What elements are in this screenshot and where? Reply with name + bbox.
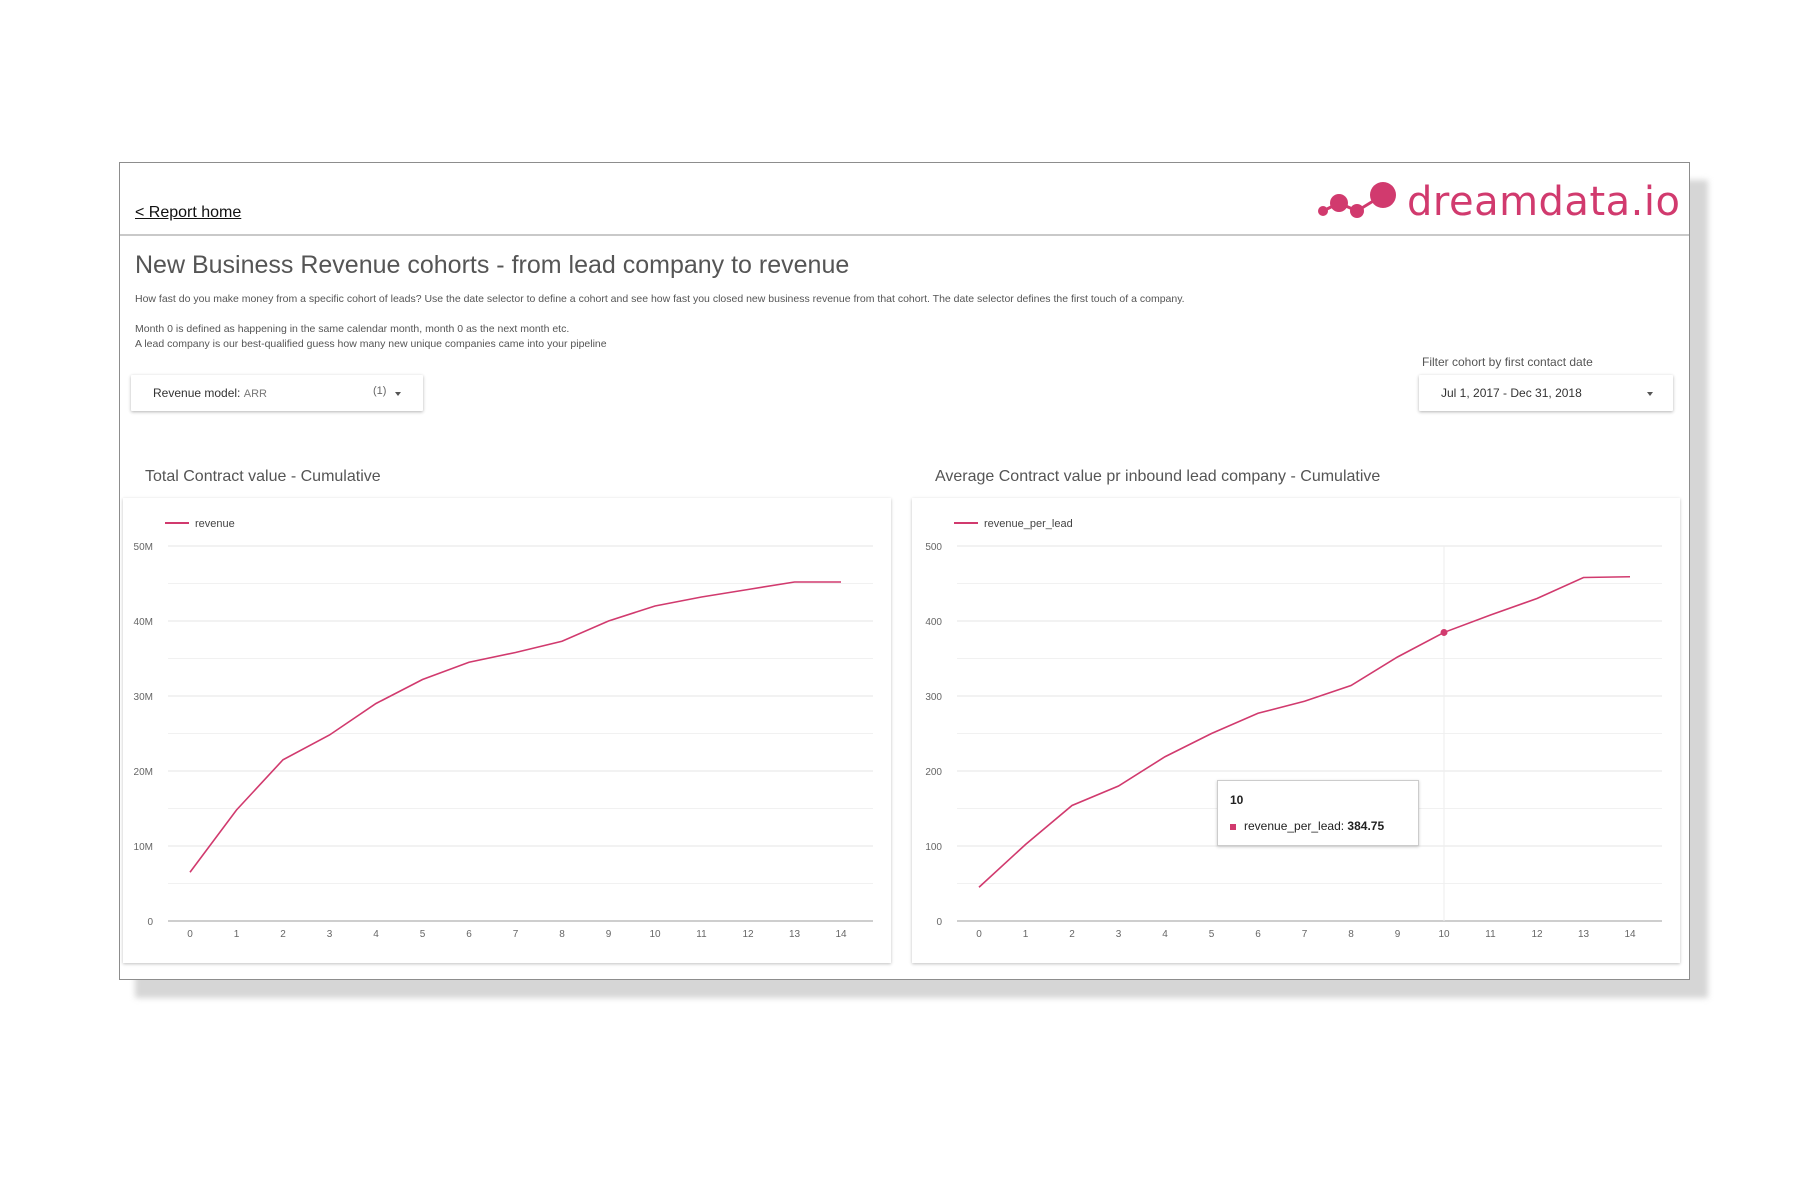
x-tick-label: 8 [559,929,565,940]
y-tick-label: 40M [134,617,153,628]
series-line-revenue [189,581,841,873]
x-tick-label: 2 [280,929,286,940]
x-tick-label: 13 [1578,929,1590,940]
x-tick-label: 3 [1116,929,1122,940]
series-line-revenue_per_lead [978,575,1631,888]
legend-label: revenue [195,518,235,530]
chart-card-total-contract: 0 10M 20M 30M 40M 50M 0 1 2 3 4 5 6 7 8 9 10 11 12 13 14 reve… [123,498,891,963]
chevron-down-icon [1647,392,1653,396]
x-tick-label: 12 [742,929,754,940]
y-tick-label: 0 [147,917,153,928]
y-tick-label: 0 [936,917,942,928]
y-tick-label: 300 [925,692,942,703]
date-range-picker[interactable]: Jul 1, 2017 - Dec 31, 2018 [1419,375,1673,411]
chart-title-total-contract: Total Contract value - Cumulative [145,468,381,485]
x-tick-label: 13 [789,929,801,940]
x-tick-label: 4 [1162,929,1168,940]
y-tick-label: 200 [925,767,942,778]
x-tick-label: 10 [649,929,661,940]
y-tick-label: 30M [134,692,153,703]
x-tick-label: 2 [1069,929,1075,940]
tooltip-series-swatch [1230,823,1236,830]
logo-mark-icon [1318,182,1396,218]
tooltip-x-value: 10 [1230,793,1244,807]
dreamdata-logo: dreamdata.io [1315,177,1685,227]
chart-card-average-contract: 0 100 200 300 400 500 0 1 2 3 4 5 6 7 8 9 10 11 12 13 14 reve… [912,498,1680,963]
x-tick-label: 9 [606,929,612,940]
lead-company-definition-text: A lead company is our best-qualified gue… [135,338,607,350]
legend-label: revenue_per_lead [984,518,1073,530]
x-tick-label: 4 [373,929,379,940]
revenue-model-label-wrap: Revenue model: ARR [153,386,267,400]
x-tick-label: 9 [1395,929,1401,940]
revenue-model-count: (1) [373,385,387,397]
tooltip-series-value: 384.75 [1347,819,1385,833]
description-text: How fast do you make money from a specif… [135,293,1185,305]
page-title: New Business Revenue cohorts - from lead… [135,251,850,279]
x-tick-label: 7 [1302,929,1308,940]
x-tick-label: 6 [466,929,472,940]
x-tick-label: 5 [1209,929,1215,940]
chevron-down-icon [395,392,401,396]
y-tick-label: 100 [925,842,942,853]
logo-text: dreamdata.io [1407,179,1681,225]
month-definition-text: Month 0 is defined as happening in the s… [135,323,570,335]
x-tick-label: 5 [420,929,426,940]
report-home-link[interactable]: < Report home [135,204,242,221]
date-range-value: Jul 1, 2017 - Dec 31, 2018 [1441,386,1582,400]
x-tick-label: 0 [187,929,193,940]
revenue-model-value: ARR [243,388,267,400]
header-bar: < Report home dreamdata.io [120,163,1689,236]
x-tick-label: 8 [1348,929,1354,940]
x-tick-label: 1 [234,929,240,940]
chart-title-average-contract: Average Contract value pr inbound lead c… [935,468,1381,485]
y-tick-label: 400 [925,617,942,628]
y-tick-label: 50M [134,542,153,553]
x-tick-label: 11 [696,929,707,940]
x-tick-label: 14 [835,929,847,940]
x-tick-label: 11 [1485,929,1496,940]
filter-cohort-label: Filter cohort by first contact date [1422,355,1593,369]
x-tick-label: 12 [1531,929,1543,940]
report-page: < Report home dreamdata.io New Business … [119,162,1690,980]
x-tick-label: 7 [513,929,519,940]
x-tick-label: 1 [1023,929,1029,940]
y-tick-label: 500 [925,542,942,553]
chart-tooltip: 10 revenue_per_lead: 384.75 [1217,780,1419,846]
x-tick-label: 14 [1624,929,1636,940]
revenue-model-dropdown[interactable]: Revenue model: ARR (1) [131,375,423,411]
x-tick-label: 0 [976,929,982,940]
highlighted-point [1440,628,1448,636]
y-tick-label: 20M [134,767,153,778]
revenue-model-label: Revenue model: [153,386,241,400]
x-tick-label: 3 [327,929,333,940]
tooltip-row: revenue_per_lead: 384.75 [1230,819,1384,833]
x-tick-label: 10 [1438,929,1450,940]
x-tick-label: 6 [1255,929,1261,940]
tooltip-series-name: revenue_per_lead: [1244,819,1345,833]
y-tick-label: 10M [134,842,153,853]
